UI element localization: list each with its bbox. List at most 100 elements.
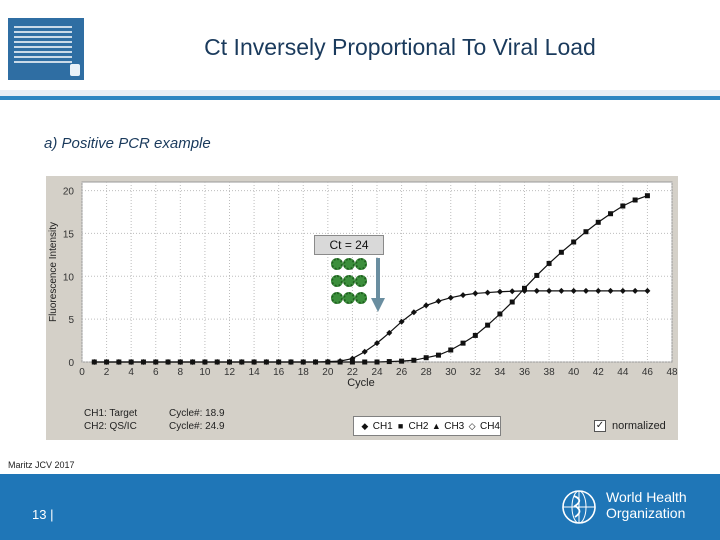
data-point-ch2 bbox=[276, 359, 282, 365]
data-point-ch2 bbox=[583, 229, 589, 235]
data-point-ch1 bbox=[509, 288, 516, 295]
x-tick-label: 30 bbox=[445, 367, 457, 378]
data-point-ch2 bbox=[497, 311, 503, 317]
data-point-ch2 bbox=[608, 211, 614, 217]
y-tick-label: 0 bbox=[68, 358, 74, 369]
x-tick-label: 16 bbox=[273, 367, 285, 378]
data-point-ch1 bbox=[398, 318, 405, 325]
ch2-info-label: CH2: QS/IC bbox=[84, 421, 137, 432]
who-wordmark-line2: Organization bbox=[606, 505, 686, 521]
data-point-ch2 bbox=[472, 332, 478, 338]
data-point-ch1 bbox=[361, 348, 368, 355]
data-point-ch2 bbox=[91, 359, 97, 365]
legend-diamond-marker: ◆ bbox=[361, 420, 369, 431]
data-point-ch2 bbox=[362, 359, 368, 365]
virus-particle-icon bbox=[355, 292, 367, 304]
x-tick-label: 0 bbox=[79, 367, 85, 378]
x-tick-label: 44 bbox=[617, 367, 629, 378]
legend-ch3: CH3 bbox=[444, 420, 465, 432]
x-tick-label: 24 bbox=[371, 367, 383, 378]
data-point-ch1 bbox=[533, 287, 540, 294]
data-point-ch2 bbox=[263, 359, 269, 365]
data-point-ch2 bbox=[509, 299, 515, 305]
citation: Maritz JCV 2017 bbox=[8, 460, 75, 470]
data-point-ch2 bbox=[325, 359, 331, 365]
data-point-ch2 bbox=[337, 359, 343, 365]
data-point-ch2 bbox=[239, 359, 245, 365]
data-point-ch1 bbox=[386, 329, 393, 336]
data-point-ch2 bbox=[558, 249, 564, 255]
x-tick-label: 10 bbox=[199, 367, 211, 378]
data-point-ch2 bbox=[571, 239, 577, 245]
data-point-ch2 bbox=[485, 322, 491, 328]
y-tick-label: 5 bbox=[68, 315, 74, 326]
data-point-ch2 bbox=[190, 359, 196, 365]
x-tick-label: 14 bbox=[249, 367, 261, 378]
ch1-cycle-value: Cycle#: 18.9 bbox=[169, 408, 225, 419]
data-point-ch1 bbox=[496, 288, 503, 295]
data-point-ch1 bbox=[546, 287, 553, 294]
data-point-ch1 bbox=[423, 302, 430, 309]
data-point-ch2 bbox=[300, 359, 306, 365]
virus-particle-icon bbox=[331, 292, 343, 304]
data-point-ch1 bbox=[558, 287, 565, 294]
x-tick-label: 34 bbox=[494, 367, 506, 378]
data-point-ch2 bbox=[214, 359, 220, 365]
data-point-ch1 bbox=[595, 287, 602, 294]
ch1-info-label: CH1: Target bbox=[84, 408, 138, 419]
data-point-ch1 bbox=[582, 287, 589, 294]
data-point-ch2 bbox=[227, 359, 232, 365]
x-tick-label: 26 bbox=[396, 367, 408, 378]
data-point-ch2 bbox=[386, 359, 392, 365]
x-tick-label: 48 bbox=[666, 367, 678, 378]
normalized-checkbox[interactable]: ✓ bbox=[594, 420, 606, 432]
y-tick-label: 20 bbox=[63, 187, 75, 198]
x-tick-label: 18 bbox=[298, 367, 310, 378]
virus-particle-icon bbox=[355, 258, 367, 270]
data-point-ch1 bbox=[374, 340, 380, 347]
slide-title: Ct Inversely Proportional To Viral Load bbox=[204, 34, 596, 60]
normalized-label: normalized bbox=[612, 420, 666, 432]
y-tick-label: 10 bbox=[63, 272, 75, 283]
document-text-lines bbox=[14, 26, 72, 66]
page-number: 13 | bbox=[32, 507, 54, 522]
data-point-ch2 bbox=[546, 260, 552, 266]
x-tick-label: 28 bbox=[421, 367, 433, 378]
pcr-chart-panel: 0 2 4 6 8 10 12 14 16 18 20 22 24 26 28 30 32 34 36 38 40 42 4… bbox=[46, 176, 678, 440]
data-point-ch1 bbox=[570, 287, 577, 294]
x-tick-label: 4 bbox=[128, 367, 134, 378]
data-point-ch2 bbox=[116, 359, 122, 365]
x-tick-label: 42 bbox=[593, 367, 605, 378]
virus-particle-icon bbox=[343, 292, 355, 304]
data-point-ch1 bbox=[632, 287, 639, 294]
ct-annotation-box: Ct = 24 bbox=[314, 235, 384, 255]
x-axis-label: Cycle bbox=[347, 377, 375, 389]
data-point-ch1 bbox=[644, 287, 651, 294]
data-point-ch2 bbox=[595, 219, 601, 225]
data-point-ch2 bbox=[411, 357, 417, 363]
x-tick-label: 2 bbox=[104, 367, 110, 378]
data-point-ch2 bbox=[104, 359, 110, 365]
legend-ch1: CH1 bbox=[372, 420, 393, 432]
footer-bar: 13 | World Health Organization bbox=[0, 474, 720, 540]
data-point-ch2 bbox=[448, 347, 454, 353]
data-point-ch2 bbox=[202, 359, 208, 365]
data-point-ch2 bbox=[620, 203, 626, 209]
chart-subtitle: a) Positive PCR example bbox=[44, 135, 211, 152]
virus-particle-icon bbox=[331, 275, 343, 287]
y-tick-label: 15 bbox=[63, 229, 75, 240]
virus-particle-icon bbox=[331, 258, 343, 270]
lock-icon bbox=[70, 64, 80, 76]
x-tick-label: 40 bbox=[568, 367, 580, 378]
data-point-ch1 bbox=[410, 309, 417, 316]
data-point-ch1 bbox=[619, 287, 626, 294]
data-point-ch1 bbox=[472, 290, 479, 297]
x-tick-label: 32 bbox=[470, 367, 482, 378]
data-point-ch2 bbox=[644, 193, 650, 199]
normalized-toggle[interactable]: ✓ normalized bbox=[594, 420, 666, 432]
data-point-ch2 bbox=[128, 359, 134, 365]
data-point-ch2 bbox=[534, 272, 540, 278]
x-tick-label: 22 bbox=[347, 367, 359, 378]
ch2-cycle-value: Cycle#: 24.9 bbox=[169, 421, 225, 432]
x-tick-label: 8 bbox=[178, 367, 184, 378]
